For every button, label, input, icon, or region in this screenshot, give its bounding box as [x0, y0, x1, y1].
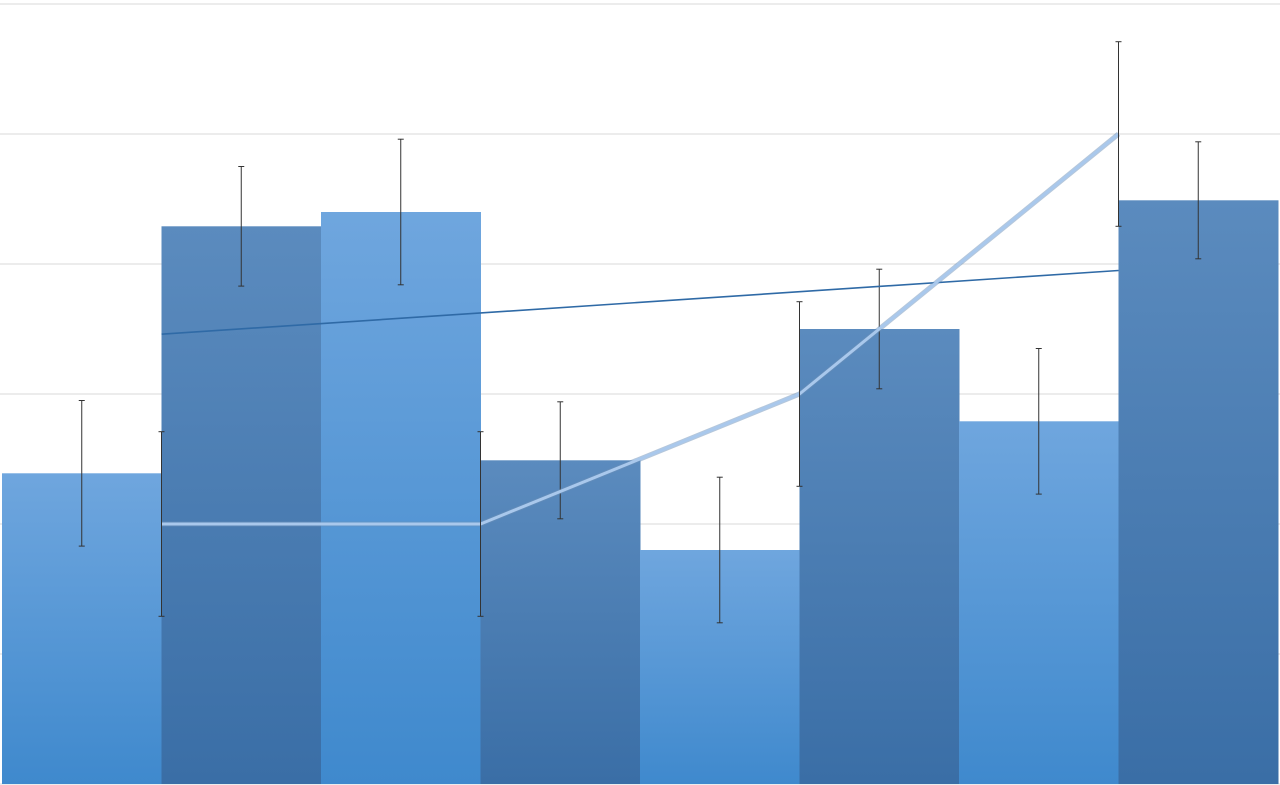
trendline-group	[161, 269, 1119, 335]
line-series-group	[161, 132, 1121, 527]
line-series	[161, 132, 1120, 526]
bar-error-bars	[78, 138, 1202, 624]
bars	[2, 200, 1279, 785]
trendline	[161, 269, 1119, 335]
bar	[1118, 200, 1279, 785]
line-error-bars	[158, 41, 1122, 617]
bar	[161, 226, 322, 785]
bar	[321, 212, 481, 784]
bar	[799, 329, 960, 784]
